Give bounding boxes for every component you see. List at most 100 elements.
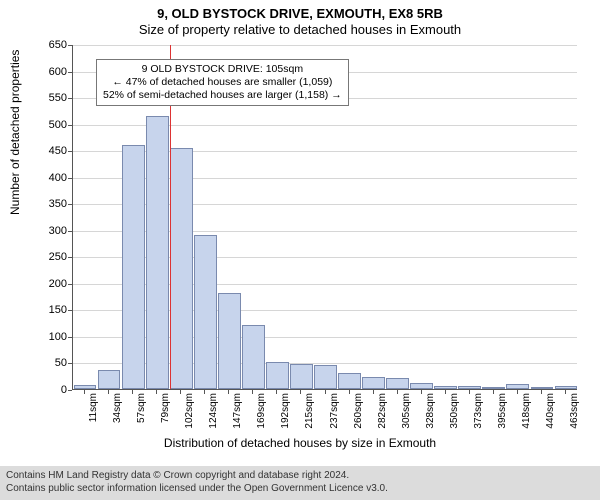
xtick-label: 260sqm	[353, 393, 364, 429]
xtick-mark	[156, 390, 157, 394]
xtick-label: 328sqm	[425, 393, 436, 429]
title-line2: Size of property relative to detached ho…	[0, 22, 600, 37]
xtick-mark	[204, 390, 205, 394]
chart-area: 9 OLD BYSTOCK DRIVE: 105sqm← 47% of deta…	[42, 45, 577, 425]
histogram-bar	[242, 325, 265, 389]
histogram-bar	[98, 370, 121, 389]
ytick-label: 300	[39, 225, 67, 237]
ytick-mark	[68, 125, 72, 126]
ytick-label: 450	[39, 145, 67, 157]
xtick-label: 11sqm	[88, 393, 99, 422]
xtick-mark	[541, 390, 542, 394]
histogram-bar	[482, 387, 505, 389]
ytick-mark	[68, 310, 72, 311]
xtick-label: 102sqm	[184, 393, 195, 429]
title-line1: 9, OLD BYSTOCK DRIVE, EXMOUTH, EX8 5RB	[0, 6, 600, 21]
xtick-label: 124sqm	[208, 393, 219, 429]
ytick-mark	[68, 363, 72, 364]
xtick-label: 395sqm	[497, 393, 508, 429]
ytick-mark	[68, 72, 72, 73]
xtick-mark	[445, 390, 446, 394]
histogram-bar	[122, 145, 145, 389]
annotation-line: 52% of semi-detached houses are larger (…	[103, 89, 342, 102]
xtick-mark	[108, 390, 109, 394]
ytick-label: 200	[39, 278, 67, 290]
annotation-box: 9 OLD BYSTOCK DRIVE: 105sqm← 47% of deta…	[96, 59, 349, 106]
footer-line1: Contains HM Land Registry data © Crown c…	[6, 470, 594, 483]
xtick-mark	[132, 390, 133, 394]
histogram-bar	[146, 116, 169, 389]
y-axis-label: Number of detached properties	[8, 50, 22, 215]
xtick-mark	[397, 390, 398, 394]
histogram-bar	[458, 386, 481, 389]
xtick-label: 147sqm	[232, 393, 243, 429]
xtick-label: 215sqm	[304, 393, 315, 429]
ytick-mark	[68, 284, 72, 285]
xtick-mark	[180, 390, 181, 394]
histogram-bar	[506, 384, 529, 389]
xtick-label: 34sqm	[112, 393, 123, 423]
chart-title-block: 9, OLD BYSTOCK DRIVE, EXMOUTH, EX8 5RB S…	[0, 0, 600, 37]
xtick-mark	[565, 390, 566, 394]
ytick-label: 100	[39, 331, 67, 343]
ytick-mark	[68, 45, 72, 46]
histogram-bar	[290, 364, 313, 389]
plot-region: 9 OLD BYSTOCK DRIVE: 105sqm← 47% of deta…	[72, 45, 577, 390]
ytick-mark	[68, 178, 72, 179]
histogram-bar	[314, 365, 337, 389]
ytick-mark	[68, 390, 72, 391]
xtick-label: 373sqm	[473, 393, 484, 429]
ytick-mark	[68, 98, 72, 99]
xtick-label: 350sqm	[449, 393, 460, 429]
ytick-mark	[68, 257, 72, 258]
ytick-label: 650	[39, 39, 67, 51]
annotation-line: ← 47% of detached houses are smaller (1,…	[103, 76, 342, 89]
footer-attribution: Contains HM Land Registry data © Crown c…	[0, 466, 600, 500]
xtick-label: 282sqm	[377, 393, 388, 429]
ytick-mark	[68, 204, 72, 205]
xtick-mark	[517, 390, 518, 394]
x-axis-label: Distribution of detached houses by size …	[0, 436, 600, 450]
xtick-label: 305sqm	[401, 393, 412, 429]
histogram-bar	[194, 235, 217, 389]
histogram-bar	[434, 386, 457, 389]
xtick-mark	[276, 390, 277, 394]
ytick-mark	[68, 337, 72, 338]
histogram-bar	[362, 377, 385, 389]
histogram-bar	[74, 385, 97, 389]
ytick-label: 600	[39, 66, 67, 78]
xtick-mark	[421, 390, 422, 394]
footer-line2: Contains public sector information licen…	[6, 483, 594, 496]
histogram-bar	[531, 387, 554, 389]
histogram-bar	[170, 148, 193, 390]
ytick-label: 350	[39, 198, 67, 210]
xtick-label: 57sqm	[136, 393, 147, 423]
xtick-label: 418sqm	[521, 393, 532, 429]
histogram-bar	[555, 386, 578, 389]
xtick-label: 169sqm	[256, 393, 267, 429]
xtick-label: 237sqm	[329, 393, 340, 429]
histogram-bar	[386, 378, 409, 389]
ytick-label: 550	[39, 92, 67, 104]
xtick-label: 463sqm	[569, 393, 580, 429]
xtick-mark	[325, 390, 326, 394]
ytick-label: 50	[39, 357, 67, 369]
ytick-label: 0	[39, 384, 67, 396]
xtick-mark	[349, 390, 350, 394]
ytick-label: 400	[39, 172, 67, 184]
gridline	[73, 45, 577, 46]
histogram-bar	[218, 293, 241, 389]
xtick-mark	[228, 390, 229, 394]
xtick-label: 79sqm	[160, 393, 171, 423]
xtick-mark	[469, 390, 470, 394]
histogram-bar	[410, 383, 433, 389]
xtick-mark	[373, 390, 374, 394]
annotation-line: 9 OLD BYSTOCK DRIVE: 105sqm	[103, 63, 342, 76]
ytick-mark	[68, 151, 72, 152]
xtick-label: 440sqm	[545, 393, 556, 429]
ytick-label: 500	[39, 119, 67, 131]
xtick-mark	[300, 390, 301, 394]
histogram-bar	[266, 362, 289, 389]
ytick-label: 250	[39, 251, 67, 263]
xtick-mark	[252, 390, 253, 394]
